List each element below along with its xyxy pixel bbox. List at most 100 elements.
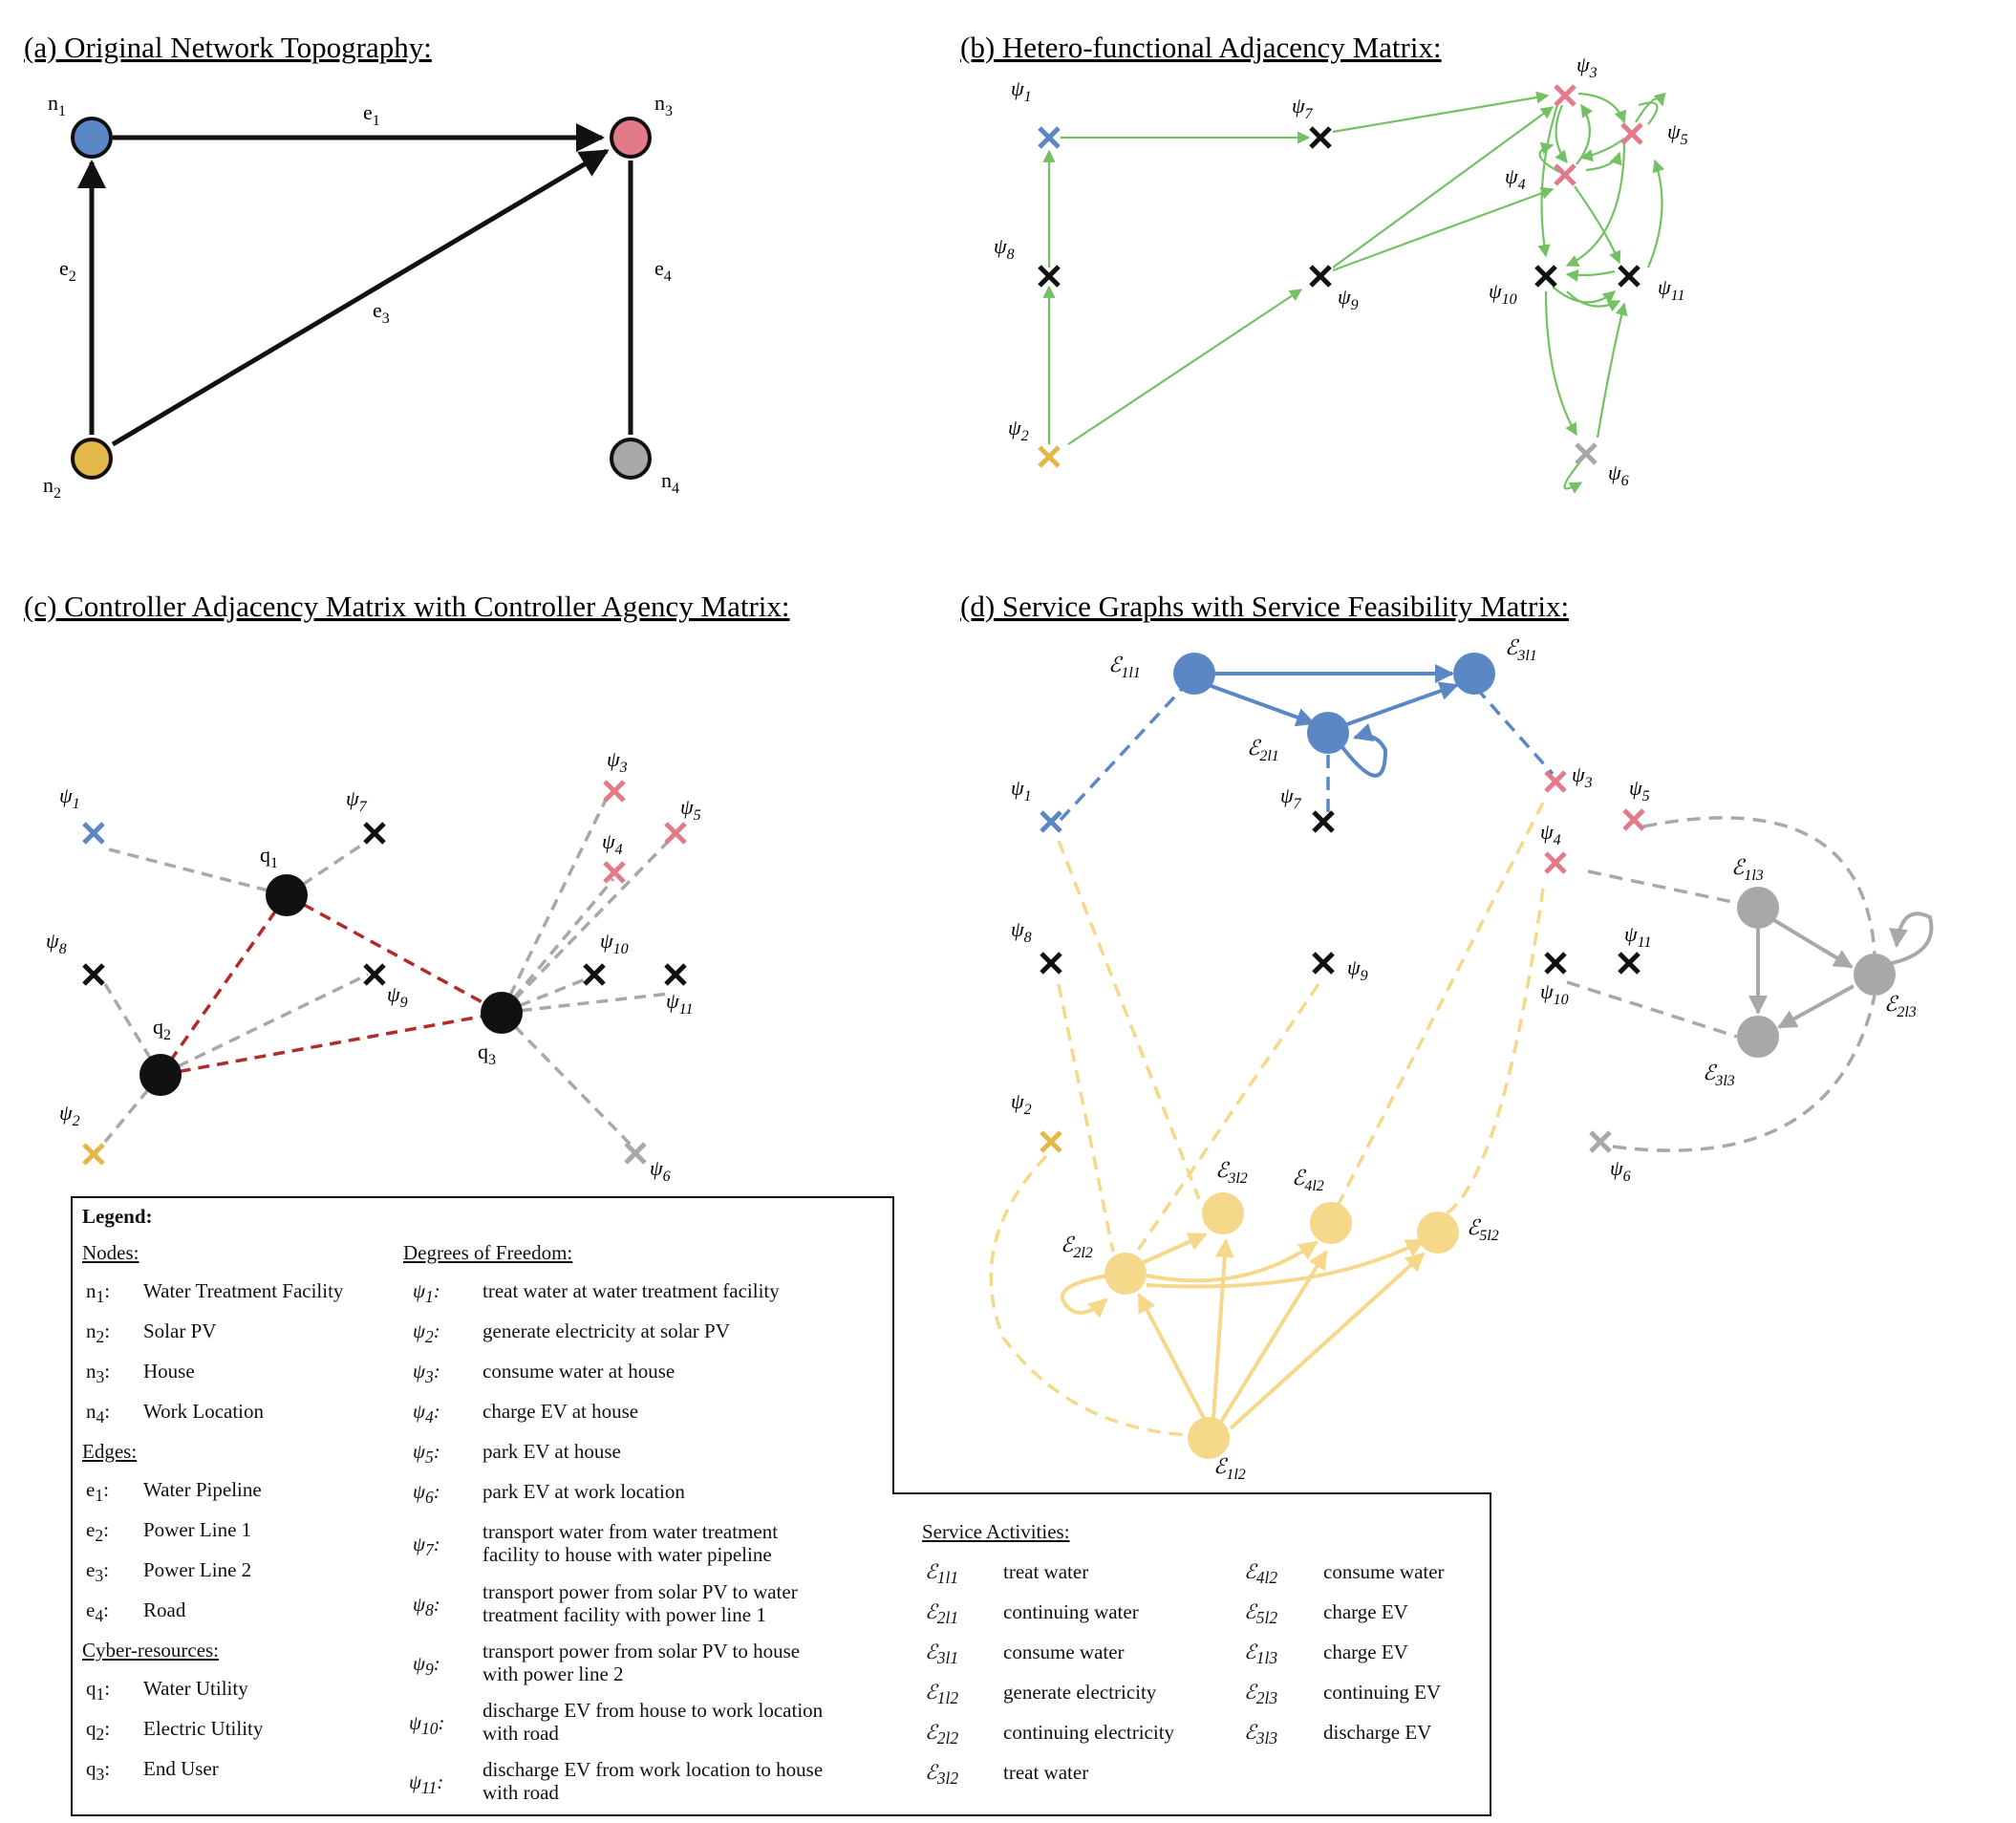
d-label-psi5-sub: 5 [1642, 788, 1650, 804]
ctrl-q1-q2 [159, 893, 289, 1077]
arc-psi7-psi3 [1332, 91, 1550, 134]
sa-s311 [1453, 653, 1495, 695]
panel-d-service: ψ1 ψ7 ψ8 ψ9 ψ2 ψ3 ψ5 ψ4 ψ10 ψ11 ψ6 ℰ1l1 … [989, 635, 1934, 1483]
sg-water-2-loop [1340, 723, 1388, 778]
panel-a-network: n1 n2 n3 n4 e1 e2 e3 e4 [43, 91, 679, 502]
d-label-s112-sub: 1l2 [1226, 1467, 1245, 1483]
arc-psi11-psi5 [1646, 159, 1665, 268]
b-label-psi10-sub: 10 [1502, 291, 1517, 308]
sg-water-2-3 [1346, 681, 1459, 726]
svg-text:ℰ4l2: ℰ4l2 [1292, 1166, 1324, 1194]
svg-text:ψ1: ψ1 [1011, 776, 1032, 804]
d-label-s213-sub: 2l3 [1897, 1004, 1916, 1020]
d-label-psi7: ψ [1280, 783, 1294, 807]
svg-text:n1: n1 [48, 91, 66, 119]
b-label-psi2: ψ [1008, 416, 1021, 440]
c-label-psi8: ψ [46, 929, 59, 953]
b-label-psi9: ψ [1338, 285, 1351, 309]
sg-el-2-5 [1146, 1238, 1426, 1289]
c-label-psi11: ψ [666, 989, 679, 1013]
d-label-psi9: ψ [1347, 955, 1361, 979]
arc-psi3-psi4 [1555, 104, 1568, 164]
svg-text:ψ9: ψ9 [1338, 285, 1359, 313]
svg-text:ψ1: ψ1 [59, 783, 80, 812]
svg-text:ψ7: ψ7 [346, 786, 368, 815]
dof-c-psi3 [603, 780, 626, 803]
svg-text:ℰ2l1: ℰ2l1 [1247, 736, 1279, 764]
svg-text:ℰ2l2: ℰ2l2 [1061, 1233, 1093, 1261]
c-label-psi2-sub: 2 [73, 1113, 80, 1129]
label-n3: n [654, 91, 665, 115]
sf-psi5-s213 [1642, 816, 1877, 954]
panel-d-title: (d) Service Graphs with Service Feasibil… [960, 590, 1569, 623]
sg-water-1-2 [1208, 683, 1316, 727]
dof-d-psi10 [1544, 952, 1567, 975]
svg-text:e4: e4 [654, 256, 672, 285]
label-n3-sub: 3 [665, 103, 673, 119]
d-label-s111: ℰ [1108, 653, 1124, 676]
b-label-psi8-sub: 8 [1007, 247, 1015, 263]
d-label-s313-sub: 3l3 [1714, 1073, 1734, 1089]
c-label-psi10: ψ [600, 929, 613, 953]
sg-el-2-loop [1061, 1274, 1109, 1319]
label-e4: e [654, 256, 664, 280]
d-label-s412-sub: 4l2 [1304, 1178, 1323, 1194]
c-label-q3-sub: 3 [488, 1052, 496, 1068]
arc-psi5-psi10 [1565, 140, 1626, 267]
controller-q1 [266, 874, 308, 916]
dof-b-psi2 [1038, 445, 1061, 468]
sf-psi4-s113 [1587, 869, 1738, 905]
svg-text:q2: q2 [153, 1015, 171, 1043]
agency-q3-psi6 [500, 1011, 634, 1148]
svg-text:ψ8: ψ8 [1011, 917, 1032, 946]
dof-d-psi6 [1589, 1130, 1612, 1153]
b-label-psi7-sub: 7 [1305, 106, 1314, 122]
sg-el-2-4 [1146, 1240, 1319, 1283]
svg-text:q3: q3 [478, 1040, 496, 1068]
c-label-psi4-sub: 4 [615, 842, 623, 858]
panel-c-controller: ψ1 ψ7 ψ8 ψ9 ψ2 ψ3 ψ5 ψ4 ψ10 ψ11 ψ6 q1 q2… [46, 747, 701, 1185]
d-label-psi8-sub: 8 [1024, 930, 1032, 946]
d-label-psi1-sub: 1 [1024, 788, 1032, 804]
arc-psi6-psi11 [1596, 302, 1628, 439]
d-label-psi11: ψ [1624, 922, 1638, 946]
d-label-s211-sub: 2l1 [1259, 748, 1278, 764]
agency-q3-psi4 [500, 877, 615, 1015]
d-label-psi10: ψ [1540, 979, 1554, 1003]
svg-text:ℰ1l3: ℰ1l3 [1731, 855, 1764, 884]
svg-text:ψ10: ψ10 [600, 929, 629, 957]
d-label-s313: ℰ [1703, 1061, 1718, 1084]
dof-b-psi3 [1554, 84, 1576, 107]
sf-psi1-s312 [1057, 840, 1201, 1200]
d-label-psi1: ψ [1011, 776, 1024, 800]
svg-text:ψ6: ψ6 [1608, 461, 1629, 489]
svg-text:ψ8: ψ8 [994, 234, 1015, 263]
node-n3 [610, 117, 652, 159]
label-e1-sub: 1 [373, 113, 380, 129]
sf-psi9-s212 [1135, 983, 1320, 1253]
d-label-psi4: ψ [1540, 820, 1554, 844]
svg-text:ψ6: ψ6 [1610, 1156, 1631, 1185]
b-label-psi8: ψ [994, 234, 1007, 258]
dof-b-psi9 [1309, 265, 1332, 288]
sg-el-2-3 [1141, 1233, 1208, 1265]
d-label-psi10-sub: 10 [1554, 992, 1569, 1008]
svg-text:ψ9: ψ9 [1347, 955, 1368, 984]
d-label-s312: ℰ [1215, 1158, 1231, 1182]
d-label-s113-sub: 1l3 [1744, 868, 1763, 884]
d-label-s512: ℰ [1467, 1215, 1482, 1239]
svg-text:ψ4: ψ4 [1505, 164, 1526, 193]
c-label-psi5-sub: 5 [694, 807, 701, 824]
svg-text:ψ10: ψ10 [1489, 279, 1517, 308]
agency-q1-psi7 [286, 839, 369, 897]
c-label-q2-sub: 2 [163, 1027, 171, 1043]
d-label-psi2: ψ [1011, 1089, 1024, 1113]
d-label-s212: ℰ [1061, 1233, 1076, 1256]
dof-d-psi3 [1544, 770, 1567, 793]
d-label-psi6: ψ [1610, 1156, 1623, 1180]
d-label-s311: ℰ [1505, 635, 1520, 659]
b-label-psi5-sub: 5 [1681, 132, 1688, 148]
dof-b-psi4 [1554, 163, 1576, 186]
dof-c-psi2 [82, 1143, 105, 1166]
